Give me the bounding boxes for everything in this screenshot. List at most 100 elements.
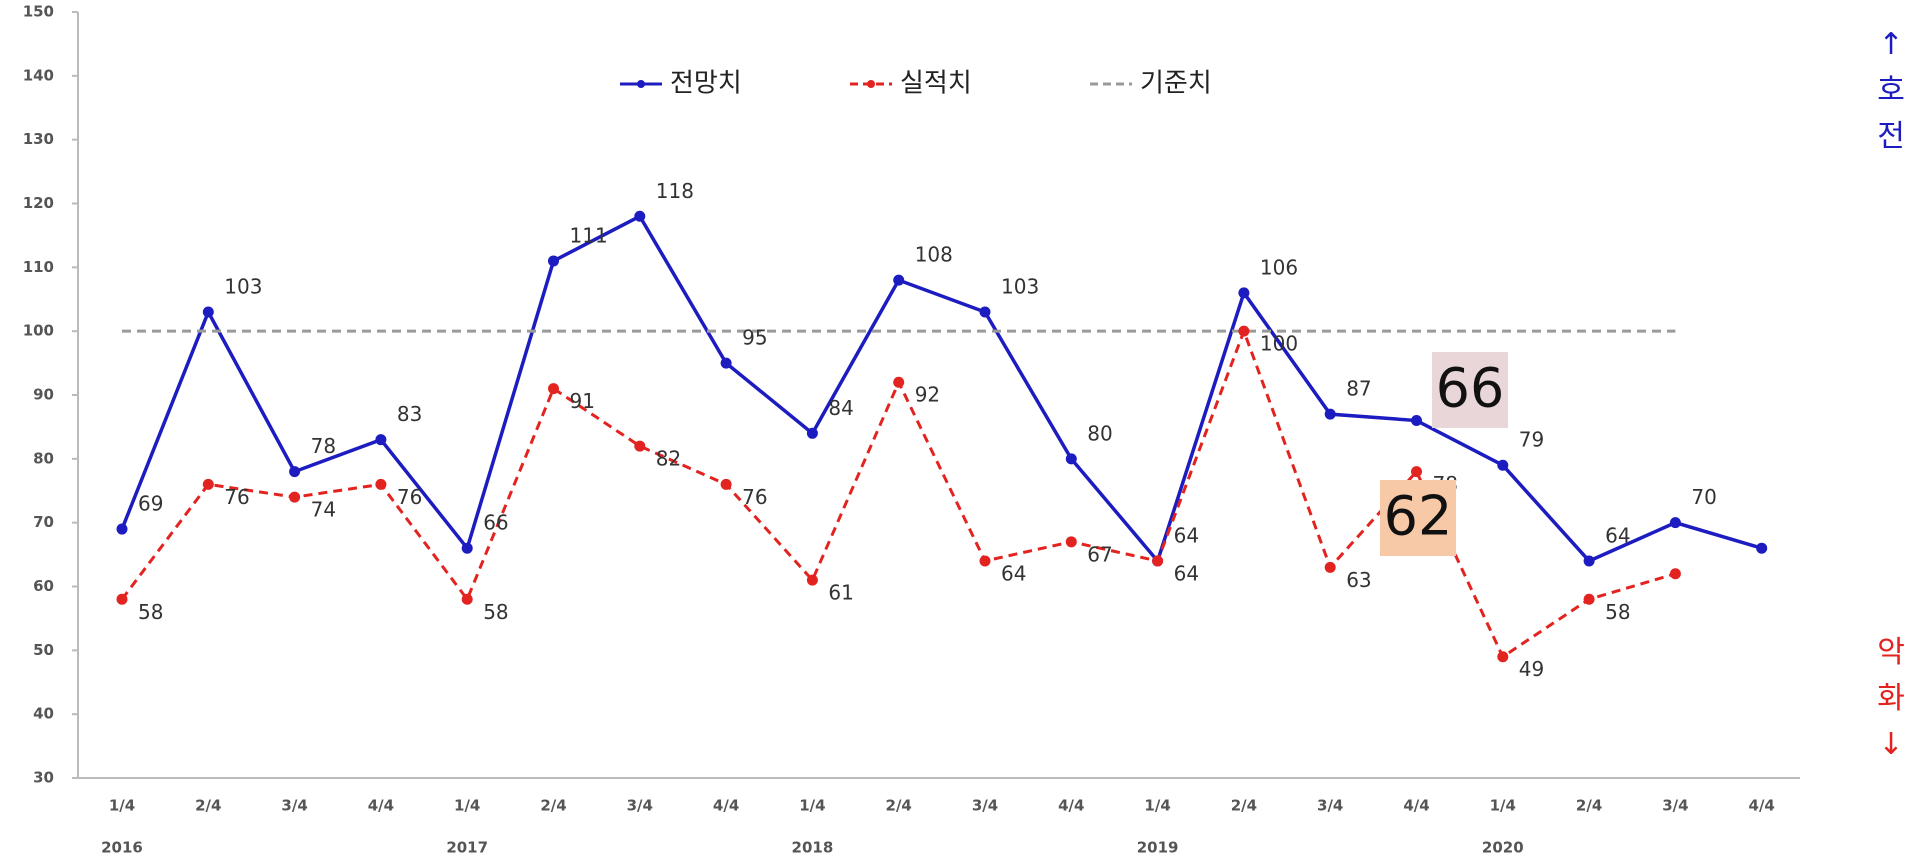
value-label: 108 [915, 243, 953, 267]
point [202, 478, 214, 490]
x-tick-label: 1/4 [799, 797, 825, 815]
point [289, 491, 301, 503]
y-tick-label: 50 [33, 641, 54, 659]
value-label: 78 [311, 434, 336, 458]
y-tick-label: 120 [23, 194, 54, 212]
value-label: 103 [224, 275, 262, 299]
annotation-improve: ↑호전 [1877, 27, 1905, 154]
point [1583, 593, 1595, 605]
series-line [120, 213, 1763, 565]
x-tick-label: 3/4 [1317, 797, 1343, 815]
point [375, 434, 387, 446]
point [1669, 568, 1681, 580]
y-tick-label: 110 [23, 258, 54, 276]
x-tick-label: 2/4 [540, 797, 566, 815]
point [1411, 466, 1422, 478]
point [116, 523, 128, 535]
point [1324, 408, 1336, 420]
value-label: 64 [1174, 523, 1199, 547]
value-label: 82 [656, 447, 681, 471]
point [548, 383, 559, 395]
point [289, 466, 301, 478]
point [1324, 561, 1336, 573]
y-tick-label: 140 [23, 66, 54, 84]
highlight-box [1432, 352, 1508, 428]
value-label: 70 [1691, 485, 1716, 509]
value-label: 67 [1087, 542, 1112, 566]
value-label: 69 [138, 492, 163, 516]
value-label: 49 [1519, 657, 1544, 681]
point [634, 440, 646, 452]
value-label: 64 [1001, 561, 1026, 585]
x-tick-label: 3/4 [972, 797, 998, 815]
value-label: 61 [828, 581, 853, 605]
x-tick-label: 4/4 [713, 797, 739, 815]
x-tick-label: 1/4 [1490, 797, 1516, 815]
value-label: 106 [1260, 255, 1298, 279]
value-label: 58 [1605, 600, 1630, 624]
x-tick-label: 4/4 [1403, 797, 1429, 815]
point [1065, 536, 1077, 548]
value-label: 64 [1605, 523, 1630, 547]
x-tick-label: 1/4 [109, 797, 135, 815]
point [893, 274, 905, 286]
point [375, 478, 387, 490]
y-tick-label: 60 [33, 577, 54, 595]
value-label: 63 [1346, 568, 1371, 592]
legend-label: 실적치 [900, 69, 972, 99]
point [893, 376, 905, 388]
value-label: 76 [742, 485, 767, 509]
point [1411, 415, 1422, 427]
y-tick-label: 80 [33, 449, 54, 467]
year-label: 2019 [1137, 839, 1179, 857]
point [806, 574, 818, 586]
value-label: 95 [742, 326, 767, 350]
x-tick-label: 2/4 [886, 797, 912, 815]
point [1583, 555, 1595, 567]
point [720, 478, 732, 490]
point [548, 255, 559, 267]
point [1238, 325, 1250, 337]
value-label: 66 [483, 511, 508, 535]
point [116, 593, 128, 605]
x-tick-label: 4/4 [1058, 797, 1084, 815]
point [720, 357, 732, 369]
value-label: 118 [656, 179, 694, 203]
year-label: 2016 [101, 839, 143, 857]
value-label: 83 [397, 402, 422, 426]
year-label: 2018 [792, 839, 834, 857]
point [1152, 555, 1164, 567]
x-tick-label: 4/4 [368, 797, 394, 815]
x-tick-label: 1/4 [1144, 797, 1170, 815]
legend-marker [867, 80, 875, 88]
point [1756, 542, 1768, 554]
x-tick-label: 2/4 [195, 797, 221, 815]
x-tick-label: 1/4 [454, 797, 480, 815]
value-label: 76 [224, 485, 249, 509]
point [1238, 287, 1250, 299]
x-tick-label: 3/4 [1662, 797, 1688, 815]
legend-label: 기준치 [1140, 69, 1212, 99]
point [461, 542, 473, 554]
year-label: 2020 [1482, 839, 1524, 857]
year-label: 2017 [446, 839, 488, 857]
annotation-worsen: 악화↓ [1877, 635, 1905, 762]
x-tick-label: 2/4 [1231, 797, 1257, 815]
point [1497, 651, 1509, 663]
highlight-label: 62 [1384, 485, 1453, 548]
x-tick-label: 3/4 [281, 797, 307, 815]
legend-marker [637, 80, 645, 88]
point [1497, 459, 1509, 471]
value-label: 91 [570, 389, 595, 413]
value-label: 58 [483, 600, 508, 624]
y-tick-label: 150 [23, 3, 54, 21]
highlight-label: 66 [1436, 357, 1505, 420]
x-tick-label: 3/4 [627, 797, 653, 815]
value-label: 79 [1519, 428, 1544, 452]
point [1669, 517, 1681, 529]
value-label: 100 [1260, 332, 1298, 356]
y-tick-label: 130 [23, 130, 54, 148]
point [979, 306, 991, 318]
value-label: 64 [1174, 561, 1199, 585]
